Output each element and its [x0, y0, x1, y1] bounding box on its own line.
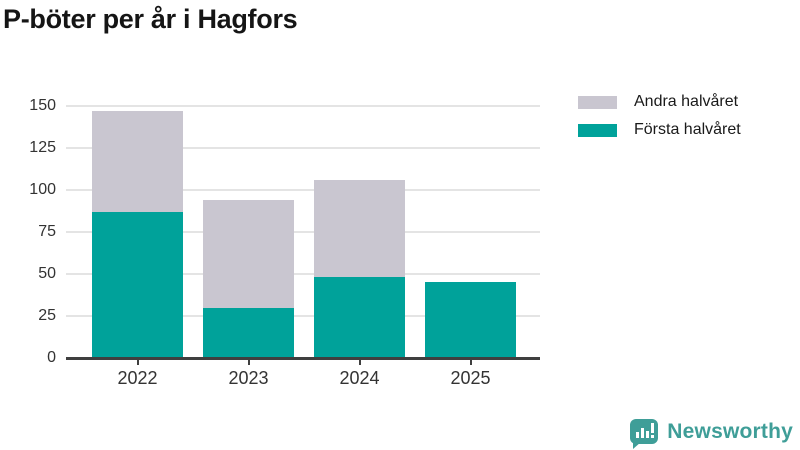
x-axis-label: 2022 [117, 368, 158, 388]
gridline [66, 273, 540, 275]
bar-segment [425, 282, 516, 358]
legend-item: Första halvåret [578, 118, 741, 142]
y-axis-label: 25 [38, 307, 56, 324]
mini-bar-chart-icon [636, 423, 655, 438]
y-axis-label: 0 [47, 349, 56, 366]
bar-segment [314, 277, 405, 358]
x-axis-label: 2025 [450, 368, 491, 388]
x-axis-tick [358, 359, 361, 365]
x-axis-tick [247, 359, 250, 365]
y-axis-label: 50 [38, 265, 56, 282]
legend-label: Första halvåret [634, 121, 741, 138]
legend-item: Andra halvåret [578, 90, 741, 114]
gridline [66, 147, 540, 149]
gridline [66, 231, 540, 233]
y-axis-label: 150 [29, 97, 56, 114]
gridline [66, 315, 540, 317]
legend-swatch [578, 95, 617, 109]
legend-label: Andra halvåret [634, 93, 739, 110]
gridline [66, 189, 540, 191]
plot-area: 0 25 50 75 100 125 150 2022 2023 2024 2025 [29, 97, 540, 388]
newsworthy-logo: Newsworthy [630, 419, 793, 449]
bar-segment [203, 307, 294, 358]
legend-swatch [578, 123, 617, 137]
bar-segment [92, 211, 183, 358]
x-axis-line [66, 357, 540, 360]
gridline [66, 105, 540, 107]
bar-segment [203, 200, 294, 308]
chart-title: P-böter per år i Hagfors [3, 4, 298, 34]
legend: Andra halvåret Första halvåret [578, 90, 741, 146]
x-axis-label: 2023 [228, 368, 269, 388]
x-axis-tick [136, 359, 139, 365]
bar-segment [314, 179, 405, 278]
y-axis-label: 75 [38, 223, 56, 240]
newsworthy-logo-text: Newsworthy [667, 419, 793, 443]
y-axis-label: 125 [29, 139, 56, 156]
newsworthy-logo-icon [630, 419, 659, 449]
y-axis-label: 100 [29, 181, 56, 198]
bar-segment [92, 111, 183, 212]
x-axis-tick [469, 359, 472, 365]
x-axis-label: 2024 [339, 368, 380, 388]
